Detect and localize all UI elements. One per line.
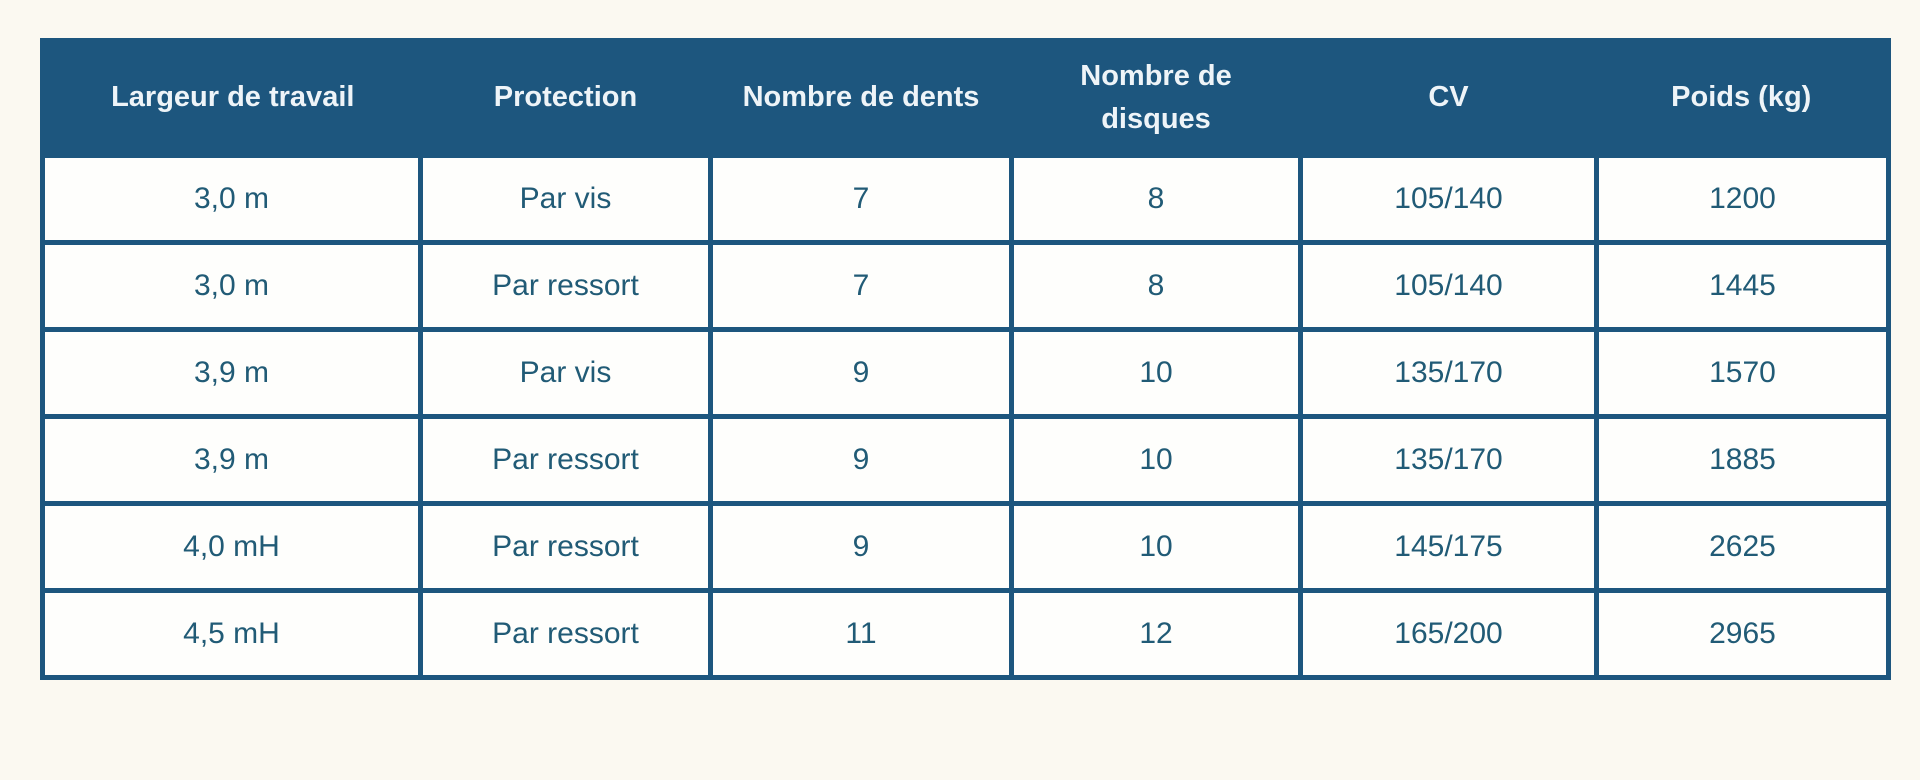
column-header-protection: Protection <box>420 40 711 156</box>
column-header-label: Largeur de travail <box>111 81 355 114</box>
table-cell: 145/175 <box>1298 501 1599 593</box>
table-cell: Par ressort <box>418 501 713 593</box>
table-cell: 1570 <box>1594 327 1891 419</box>
table-cell: 135/170 <box>1298 414 1599 506</box>
table-cell: 12 <box>1009 588 1303 680</box>
table-cell: 2625 <box>1594 501 1891 593</box>
table-cell: 3,0 m <box>40 153 423 245</box>
table-row: 4,0 mH Par ressort 9 10 145/175 2625 <box>40 501 1891 593</box>
table-cell: 10 <box>1009 414 1303 506</box>
table-cell: 8 <box>1009 240 1303 332</box>
table-body: 3,0 m Par vis 7 8 105/140 1200 3,0 m Par… <box>40 153 1891 680</box>
table-header: Largeur de travail Protection Nombre de … <box>42 40 1889 156</box>
table-cell: Par ressort <box>418 414 713 506</box>
column-header-poids: Poids (kg) <box>1596 40 1889 156</box>
table-cell: 9 <box>708 414 1014 506</box>
column-header-label: Protection <box>493 81 638 114</box>
table-cell: Par vis <box>418 153 713 245</box>
column-header-dents: Nombre de dents <box>710 40 1012 156</box>
table-cell: 105/140 <box>1298 153 1599 245</box>
table-cell: 11 <box>708 588 1014 680</box>
table-cell: 10 <box>1009 327 1303 419</box>
table-cell: 4,0 mH <box>40 501 423 593</box>
table-row: 3,0 m Par vis 7 8 105/140 1200 <box>40 153 1891 245</box>
table-cell: 1885 <box>1594 414 1891 506</box>
table-cell: 105/140 <box>1298 240 1599 332</box>
header-row: Largeur de travail Protection Nombre de … <box>42 40 1889 156</box>
table-cell: 3,9 m <box>40 414 423 506</box>
table-cell: 1200 <box>1594 153 1891 245</box>
table-cell: 3,0 m <box>40 240 423 332</box>
table-row: 3,9 m Par vis 9 10 135/170 1570 <box>40 327 1891 419</box>
column-header-label: CV <box>1428 81 1469 114</box>
table-cell: 2965 <box>1594 588 1891 680</box>
column-header-label: Nombre de disques <box>1080 59 1232 136</box>
column-header-label: Poids (kg) <box>1671 81 1812 114</box>
table-cell: 9 <box>708 501 1014 593</box>
page: Largeur de travail Protection Nombre de … <box>0 38 1920 680</box>
table-row: 3,9 m Par ressort 9 10 135/170 1885 <box>40 414 1891 506</box>
table-row: 4,5 mH Par ressort 11 12 165/200 2965 <box>40 588 1891 680</box>
table-cell: Par ressort <box>418 240 713 332</box>
specifications-table: Largeur de travail Protection Nombre de … <box>40 38 1891 680</box>
table-cell: 9 <box>708 327 1014 419</box>
column-header-cv: CV <box>1300 40 1597 156</box>
table-cell: 3,9 m <box>40 327 423 419</box>
table-cell: 165/200 <box>1298 588 1599 680</box>
table-cell: 7 <box>708 240 1014 332</box>
table-cell: 135/170 <box>1298 327 1599 419</box>
column-header-largeur: Largeur de travail <box>42 40 421 156</box>
table-row: 3,0 m Par ressort 7 8 105/140 1445 <box>40 240 1891 332</box>
table-cell: Par vis <box>418 327 713 419</box>
table-cell: 7 <box>708 153 1014 245</box>
column-header-disques: Nombre de disques <box>1011 40 1301 156</box>
table-cell: Par ressort <box>418 588 713 680</box>
table-cell: 8 <box>1009 153 1303 245</box>
table-cell: 10 <box>1009 501 1303 593</box>
table-cell: 1445 <box>1594 240 1891 332</box>
column-header-label: Nombre de dents <box>742 81 980 114</box>
table-cell: 4,5 mH <box>40 588 423 680</box>
